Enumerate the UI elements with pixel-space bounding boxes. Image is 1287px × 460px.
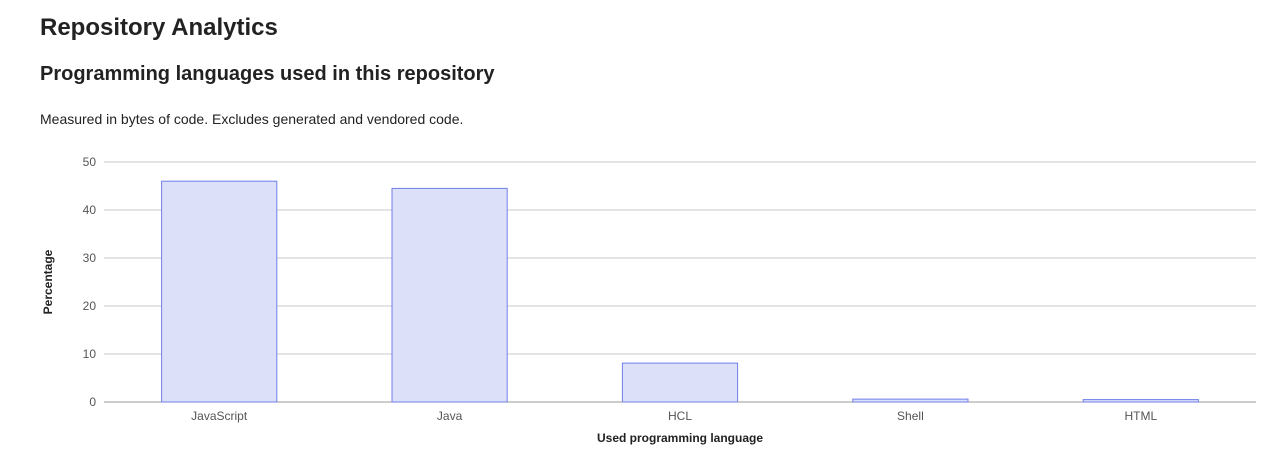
y-tick-label: 10 (83, 347, 97, 361)
bars (161, 180, 1199, 403)
y-tick-label: 50 (83, 155, 97, 169)
bar-shell[interactable] (852, 398, 969, 403)
section-title: Programming languages used in this repos… (40, 63, 495, 85)
x-tick-label: HTML (1124, 409, 1157, 423)
bar-java[interactable] (391, 187, 508, 403)
x-tick-label: Shell (897, 409, 924, 423)
y-tick-label: 30 (83, 251, 97, 265)
x-tick-label: JavaScript (191, 409, 248, 423)
x-tick-label: Java (437, 409, 463, 423)
y-tick-label: 0 (89, 395, 96, 409)
bar-hcl[interactable] (621, 362, 739, 403)
y-tick-label: 20 (83, 299, 97, 313)
x-tick-label: HCL (668, 409, 692, 423)
bar-html[interactable] (1082, 399, 1199, 403)
page-title: Repository Analytics (40, 14, 278, 41)
bar-javascript[interactable] (161, 180, 278, 403)
y-tick-label: 40 (83, 203, 97, 217)
chart-description: Measured in bytes of code. Excludes gene… (40, 111, 464, 127)
x-axis-title: Used programming language (597, 431, 763, 445)
y-axis-title: Percentage (41, 249, 55, 314)
x-axis-ticks: JavaScript Java HCL Shell HTML (191, 409, 1157, 423)
y-axis-ticks: 0 10 20 30 40 50 (83, 155, 97, 409)
